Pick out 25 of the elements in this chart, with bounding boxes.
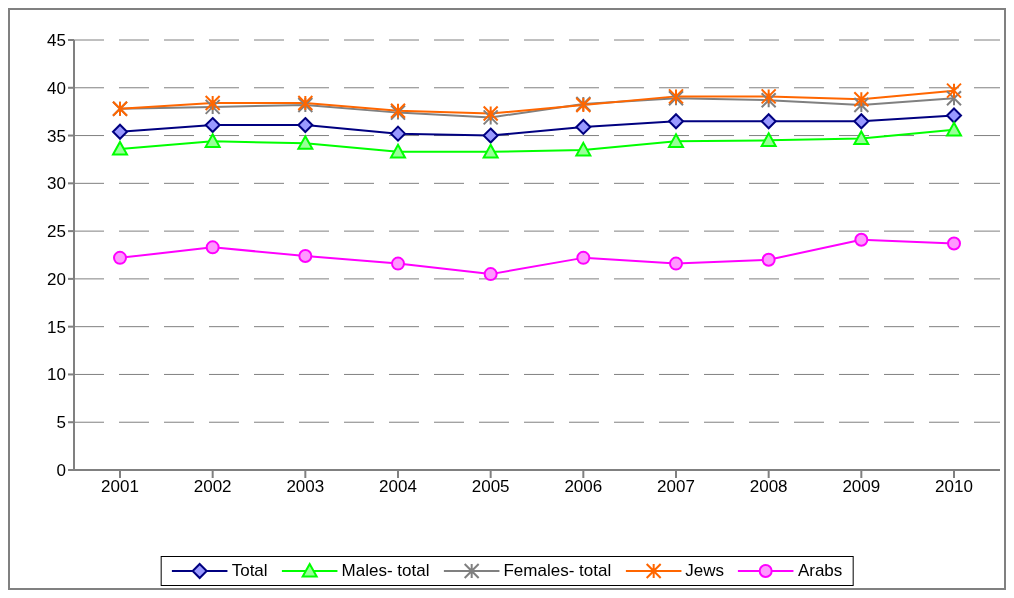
x-tick-label: 2002	[193, 477, 232, 497]
legend-label: Females- total	[503, 561, 612, 581]
y-tick-label: 30	[47, 174, 66, 194]
x-tick-label: 2007	[657, 477, 695, 497]
y-tick-label: 15	[47, 317, 66, 337]
legend-label: Total	[231, 561, 268, 581]
x-tick-label: 2001	[101, 477, 139, 497]
x-tick-label: 2005	[471, 477, 510, 497]
y-tick-label: 10	[47, 365, 66, 385]
x-tick-label: 2004	[379, 477, 417, 497]
x-tick-label: 2008	[749, 477, 788, 497]
legend-label: Males- total	[341, 561, 430, 581]
y-tick-label: 45	[47, 31, 66, 51]
legend-label: Arabs	[797, 561, 843, 581]
x-tick-label: 2006	[564, 477, 603, 497]
y-tick-label: 25	[47, 222, 66, 242]
y-tick-label: 35	[47, 126, 66, 146]
y-tick-label: 20	[47, 269, 66, 289]
y-tick-label: 40	[47, 78, 66, 98]
x-tick-label: 2010	[935, 477, 973, 497]
y-tick-label: 5	[56, 413, 66, 433]
x-tick-label: 2003	[286, 477, 325, 497]
legend-label: Jews	[685, 561, 724, 581]
y-tick-label: 0	[56, 461, 66, 481]
x-tick-label: 2009	[842, 477, 881, 497]
